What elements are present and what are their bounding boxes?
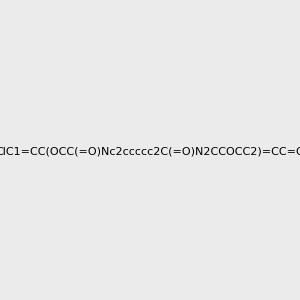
Text: ClC1=CC(OCC(=O)Nc2ccccc2C(=O)N2CCOCC2)=CC=C1: ClC1=CC(OCC(=O)Nc2ccccc2C(=O)N2CCOCC2)=C…	[0, 146, 300, 157]
